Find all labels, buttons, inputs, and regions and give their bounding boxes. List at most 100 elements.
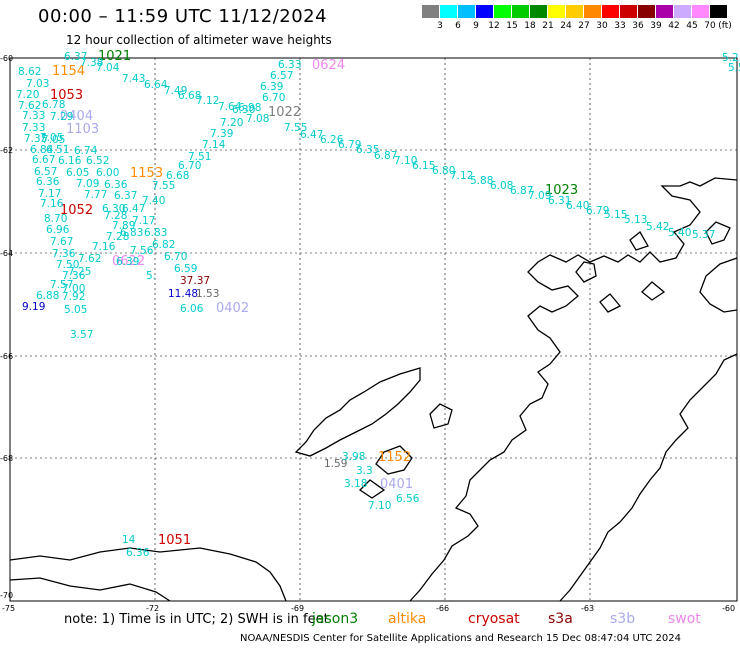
wave-height-value: 5. [146, 270, 156, 282]
sat-label-swot: swot [668, 611, 701, 627]
legend-swatch [566, 5, 583, 18]
wave-height-value: 7.25 [68, 266, 91, 278]
wave-height-value: 6.08 [490, 180, 513, 192]
legend-tick: 39 [650, 21, 662, 31]
wave-height-value: 7.09 [528, 190, 551, 202]
legend-tick: 9 [473, 21, 479, 31]
lon-label: -75 [2, 604, 15, 613]
lat-label: -62 [0, 146, 13, 155]
legend-swatch [692, 5, 709, 18]
wave-height-value: 7.29 [50, 111, 73, 123]
legend-swatch [458, 5, 475, 18]
wave-height-value: 7.12 [450, 170, 473, 182]
wave-height-value: 7.89 [112, 220, 135, 232]
wave-height-value: 7.05 [40, 132, 63, 144]
legend-swatch [440, 5, 457, 18]
wave-height-value: 6.05 [66, 167, 89, 179]
wave-height-value: 6.37 [114, 190, 137, 202]
wave-height-value: 6.83 [120, 227, 143, 239]
wave-height-value: 6.00 [96, 167, 119, 179]
legend-swatch [548, 5, 565, 18]
map-frame [9, 57, 738, 602]
sat-label-jason3: jason3 [312, 611, 359, 627]
legend-swatch [620, 5, 637, 18]
wave-height-value: 7.20 [220, 117, 243, 129]
legend-swatch [656, 5, 673, 18]
wave-height-value: 7.08 [246, 113, 269, 125]
legend-swatch [476, 5, 493, 18]
track-id-label: 0622 [112, 254, 145, 269]
track-id-label: 1153 [130, 166, 163, 181]
wave-height-value: 3.3 [356, 465, 373, 477]
wave-height-value: 6.70 [262, 92, 285, 104]
wave-height-value: 5.42 [646, 221, 669, 233]
legend-tick: 21 [542, 21, 554, 31]
lat-label: -66 [0, 352, 13, 361]
page-title: 00:00 – 11:59 UTC 11/12/2024 [38, 6, 328, 27]
lat-label: -70 [0, 591, 13, 600]
wave-height-value: 6.35 [356, 144, 379, 156]
wave-height-value: 7.64 [218, 101, 242, 113]
wave-height-value: 37.37 [180, 275, 210, 287]
wave-height-value: 5.23 [722, 52, 740, 64]
lon-label: -60 [722, 604, 735, 613]
wave-height-value: 6.56 [396, 493, 420, 505]
track-id-label: 1154 [52, 64, 85, 79]
wave-height-value: 7.35 [24, 133, 47, 145]
lon-label: -63 [581, 604, 594, 613]
legend-tick: 27 [578, 21, 590, 31]
legend-tick: 36 [632, 21, 644, 31]
wave-height-value: 7.14 [202, 139, 226, 151]
wave-height-value: 7.38 [80, 57, 103, 69]
lon-label: -69 [291, 604, 304, 613]
wave-height-value: 5.40 [668, 227, 691, 239]
wave-height-value: 6.31 [548, 195, 571, 207]
wave-height-value: 7.10 [394, 155, 417, 167]
lat-label: -60 [0, 54, 13, 63]
wave-height-value: 9.19 [22, 301, 45, 313]
wave-height-value: 1.59 [324, 458, 347, 470]
legend-tick: 18 [524, 21, 536, 31]
wave-height-value: 7.03 [26, 78, 49, 90]
wave-height-value: 7.09 [76, 178, 99, 190]
page-subtitle: 12 hour collection of altimeter wave hei… [66, 33, 332, 47]
wave-height-value: 6.74 [74, 145, 98, 157]
wave-height-value: 6.70 [178, 160, 201, 172]
track-id-label: 1022 [268, 105, 301, 120]
wave-height-value: 7.20 [16, 89, 39, 101]
wave-height-value: 3.18 [344, 478, 367, 490]
wave-height-value: 7.28 [106, 231, 129, 243]
wave-height-value: 7.33 [22, 110, 45, 122]
lon-label: -72 [146, 604, 159, 613]
track-id-label: 0401 [380, 477, 413, 492]
wave-height-value: 7.10 [368, 500, 391, 512]
wave-height-value: 6.84 [30, 144, 54, 156]
wave-height-value: 7.57 [50, 279, 73, 291]
track-labels-layer: 1021 1154 1053 0624 1022 1153 1052 1023 0622 0402… [50, 49, 578, 548]
wave-height-value: 6.59 [174, 263, 197, 275]
footer-credit: NOAA/NESDIS Center for Satellite Applica… [240, 633, 682, 644]
wave-height-value: 7.50 [56, 259, 79, 271]
wave-height-value: 7.17 [132, 215, 155, 227]
legend-tick: 6 [455, 21, 461, 31]
wave-height-value: 7.40 [142, 195, 165, 207]
wave-height-value: 6.96 [46, 224, 70, 236]
lat-label: -68 [0, 454, 13, 463]
wave-height-value: 5.88 [470, 175, 493, 187]
legend-swatch [602, 5, 619, 18]
wave-height-value: 6.83 [144, 227, 167, 239]
sat-label-s3a: s3a [548, 611, 573, 627]
legend-swatch [674, 5, 691, 18]
wave-height-value: 7.33 [22, 122, 45, 134]
lon-label: -66 [436, 604, 449, 613]
wave-height-value: 6.88 [36, 290, 59, 302]
wave-height-value: 6.39 [260, 81, 283, 93]
legend-swatch [638, 5, 655, 18]
wave-height-value: 6.39 [116, 256, 139, 268]
wave-height-value: 5.05 [64, 304, 87, 316]
wave-height-value: 6.33 [278, 59, 301, 71]
wave-height-value: 7.36 [52, 248, 76, 260]
wave-height-value: 6.67 [32, 154, 55, 166]
wave-height-value: 7.51 [188, 151, 211, 163]
